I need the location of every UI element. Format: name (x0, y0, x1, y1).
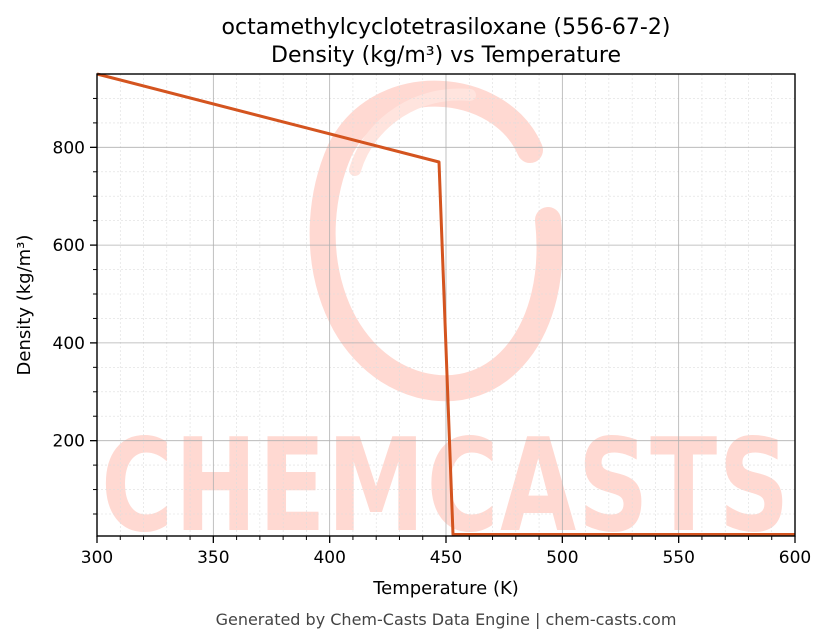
series-group (96, 72, 795, 536)
x-tick-label: 450 (430, 548, 462, 568)
chart-title: octamethylcyclotetrasiloxane (556-67-2) (222, 15, 671, 40)
x-tick-label: 350 (197, 548, 229, 568)
y-tick-label: 800 (53, 138, 85, 158)
ticks (90, 97, 796, 543)
y-axis-label: Density (kg/m³) (14, 235, 35, 376)
x-tick-label: 600 (779, 548, 811, 568)
x-axis-label: Temperature (K) (372, 578, 519, 599)
x-tick-labels: 300 350 400 450 500 550 600 (81, 548, 811, 568)
x-tick-label: 500 (546, 548, 578, 568)
y-tick-label: 400 (53, 334, 85, 354)
grid (96, 74, 796, 536)
x-tick-label: 550 (662, 548, 694, 568)
x-tick-label: 400 (313, 548, 345, 568)
chart-subtitle: Density (kg/m³) vs Temperature (271, 43, 621, 68)
series-line-0 (96, 72, 795, 536)
footer-credit: Generated by Chem-Casts Data Engine | ch… (216, 610, 677, 629)
y-tick-labels: 200 400 600 800 (53, 138, 85, 451)
y-tick-label: 200 (53, 432, 85, 452)
y-tick-label: 600 (53, 236, 85, 256)
x-tick-label: 300 (81, 548, 113, 568)
watermark-swirl-icon (309, 80, 563, 402)
